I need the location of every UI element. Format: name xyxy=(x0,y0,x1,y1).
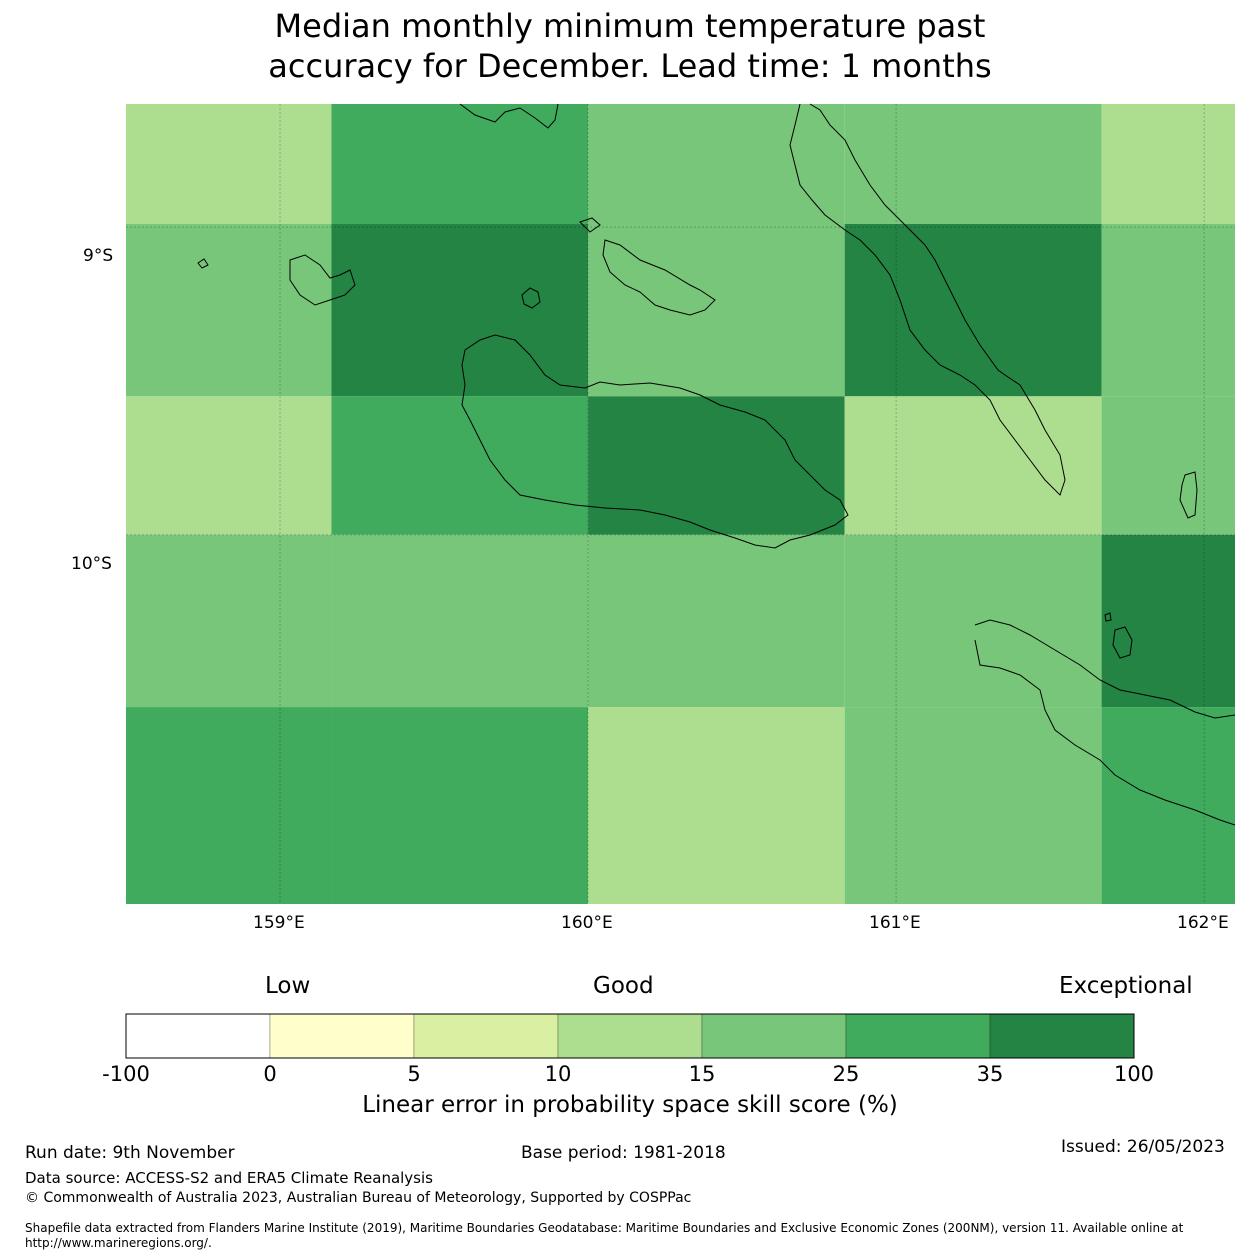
skill-cell xyxy=(844,534,1102,708)
skill-cell xyxy=(126,224,332,397)
skill-cell xyxy=(331,396,589,535)
skill-cell xyxy=(126,707,332,904)
skill-cell xyxy=(1101,707,1235,904)
skill-cell xyxy=(331,104,589,224)
colorbar-tick: 10 xyxy=(544,1062,572,1086)
coastline-guadalcanal xyxy=(461,334,849,549)
legend-exceptional-label: Exceptional xyxy=(1059,973,1193,999)
skill-cell xyxy=(844,396,1102,535)
lon-tick-160e: 160°E xyxy=(561,913,613,933)
coastline-russell-islands xyxy=(289,254,356,306)
coastline-small-island-1 xyxy=(1112,626,1133,659)
skill-cell xyxy=(588,104,845,224)
coastline-makira xyxy=(974,619,1236,719)
colorbar-frame xyxy=(125,1013,1135,1059)
colorbar-tick: 25 xyxy=(832,1062,860,1086)
colorbar-swatch xyxy=(989,1013,1135,1059)
lat-tick-9s: 9°S xyxy=(83,246,114,266)
skill-cell xyxy=(588,534,845,708)
graticule xyxy=(126,104,1235,904)
colorbar-swatch xyxy=(413,1013,559,1059)
colorbar-swatch xyxy=(701,1013,847,1059)
skill-cell xyxy=(126,534,332,708)
coastline-new-georgia-tip xyxy=(459,103,559,129)
coastline-florida-islands xyxy=(602,239,716,316)
skill-cell xyxy=(588,396,845,535)
skill-cell xyxy=(331,534,589,708)
coastline-small-island-2 xyxy=(197,258,209,269)
skill-cell xyxy=(1101,534,1235,708)
skill-cell xyxy=(1101,396,1235,535)
lon-tick-161e: 161°E xyxy=(869,913,921,933)
lat-tick-10s: 10°S xyxy=(71,554,112,574)
shapefile-credit-line-2: http://www.marineregions.org/. xyxy=(25,1236,212,1250)
coastline-small-island-4 xyxy=(1104,612,1112,622)
colorbar-tick: -100 xyxy=(102,1062,150,1086)
lon-tick-159e: 159°E xyxy=(253,913,305,933)
colorbar-tick: 35 xyxy=(976,1062,1004,1086)
run-date: Run date: 9th November xyxy=(25,1143,235,1163)
coastline-small-island-3 xyxy=(579,217,601,233)
colorbar-swatch xyxy=(269,1013,415,1059)
skill-cell xyxy=(1101,104,1235,224)
chart-title-line-1: Median monthly minimum temperature past xyxy=(274,7,986,45)
coastline-santa-isabel xyxy=(789,103,1066,496)
colorbar-tick: 5 xyxy=(407,1062,421,1086)
colorbar-swatch xyxy=(557,1013,703,1059)
skill-grid xyxy=(126,104,1235,904)
coastlines xyxy=(197,103,1236,826)
data-source: Data source: ACCESS-S2 and ERA5 Climate … xyxy=(25,1169,433,1187)
skill-cell xyxy=(126,104,332,224)
coastline-ulawa xyxy=(1179,471,1198,519)
colorbar xyxy=(125,1013,1135,1059)
legend-low-label: Low xyxy=(265,973,311,999)
legend-good-label: Good xyxy=(593,973,654,999)
base-period: Base period: 1981-2018 xyxy=(521,1143,726,1163)
colorbar-tick: 0 xyxy=(263,1062,277,1086)
skill-cell xyxy=(1101,224,1235,397)
skill-cell xyxy=(844,104,1102,224)
lon-tick-162e: 162°E xyxy=(1177,913,1229,933)
issued-date: Issued: 26/05/2023 xyxy=(1061,1137,1225,1157)
skill-cell xyxy=(126,396,332,535)
coastline-savo xyxy=(521,287,541,309)
skill-cell xyxy=(588,707,845,904)
colorbar-swatch xyxy=(845,1013,991,1059)
shapefile-credit-line-1: Shapefile data extracted from Flanders M… xyxy=(25,1221,1184,1235)
colorbar-title: Linear error in probability space skill … xyxy=(362,1092,898,1118)
skill-cell xyxy=(331,224,589,397)
copyright: © Commonwealth of Australia 2023, Austra… xyxy=(25,1190,692,1206)
coastline-makira-south xyxy=(974,639,1236,826)
colorbar-tick: 100 xyxy=(1113,1062,1155,1086)
skill-cell xyxy=(844,707,1102,904)
skill-cell xyxy=(331,707,589,904)
skill-cell xyxy=(844,224,1102,397)
colorbar-tick: 15 xyxy=(688,1062,716,1086)
colorbar-swatch xyxy=(125,1013,271,1059)
chart-title-line-2: accuracy for December. Lead time: 1 mont… xyxy=(268,47,992,85)
